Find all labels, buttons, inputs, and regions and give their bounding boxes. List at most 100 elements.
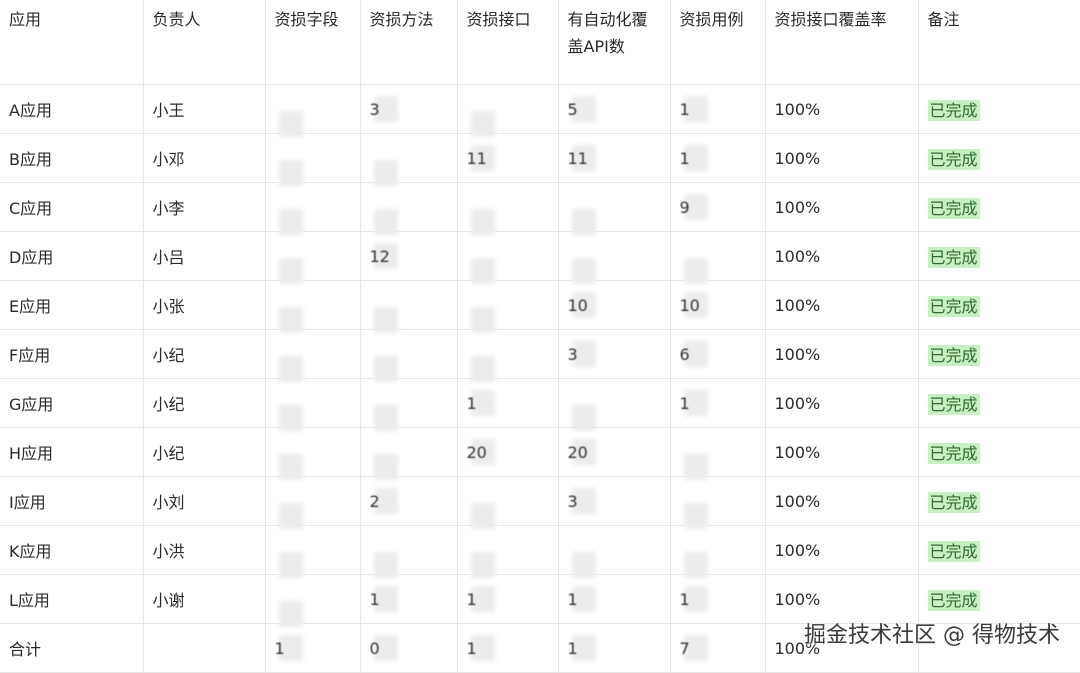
cell-api[interactable]: [558, 182, 671, 235]
cell-rate[interactable]: 100%: [765, 378, 919, 428]
cell-rate[interactable]: 100%: [765, 231, 919, 281]
cell-note[interactable]: 已完成: [918, 84, 1080, 134]
cell-cases[interactable]: 9: [670, 182, 766, 232]
cell-owner[interactable]: 小邓: [143, 133, 266, 183]
cell-method[interactable]: 12: [360, 231, 458, 281]
cell-rate[interactable]: 100%: [765, 133, 919, 183]
cell-method[interactable]: [360, 378, 458, 431]
cell-field[interactable]: [265, 84, 361, 137]
column-header[interactable]: 资损接口: [457, 0, 559, 85]
cell-rate[interactable]: 100%: [765, 84, 919, 134]
cell-owner[interactable]: 小李: [143, 182, 266, 232]
cell-iface[interactable]: 20: [457, 427, 559, 477]
cell-iface[interactable]: 1: [457, 378, 559, 428]
cell-app[interactable]: 合计: [0, 623, 144, 673]
cell-owner[interactable]: 小谢: [143, 574, 266, 624]
cell-note[interactable]: 已完成: [918, 476, 1080, 526]
cell-field[interactable]: [265, 280, 361, 333]
cell-rate[interactable]: 100%: [765, 525, 919, 575]
cell-method[interactable]: [360, 329, 458, 382]
cell-field[interactable]: [265, 476, 361, 529]
cell-field[interactable]: [265, 329, 361, 382]
cell-field[interactable]: [265, 525, 361, 578]
cell-method[interactable]: 1: [360, 574, 458, 624]
cell-api[interactable]: 20: [558, 427, 671, 477]
cell-app[interactable]: G应用: [0, 378, 144, 428]
cell-rate[interactable]: 100%: [765, 182, 919, 232]
cell-iface[interactable]: 1: [457, 623, 559, 673]
cell-rate[interactable]: 100%: [765, 427, 919, 477]
cell-cases[interactable]: 1: [670, 84, 766, 134]
cell-owner[interactable]: 小刘: [143, 476, 266, 526]
cell-api[interactable]: 1: [558, 574, 671, 624]
cell-owner[interactable]: 小张: [143, 280, 266, 330]
cell-iface[interactable]: [457, 84, 559, 137]
cell-owner[interactable]: 小纪: [143, 378, 266, 428]
cell-iface[interactable]: [457, 329, 559, 382]
cell-app[interactable]: C应用: [0, 182, 144, 232]
cell-rate[interactable]: 100%: [765, 476, 919, 526]
column-header[interactable]: 应用: [0, 0, 144, 85]
cell-field[interactable]: [265, 427, 361, 480]
cell-note[interactable]: 已完成: [918, 378, 1080, 428]
cell-app[interactable]: L应用: [0, 574, 144, 624]
cell-note[interactable]: 已完成: [918, 133, 1080, 183]
cell-owner[interactable]: 小王: [143, 84, 266, 134]
cell-method[interactable]: [360, 133, 458, 186]
cell-cases[interactable]: 6: [670, 329, 766, 379]
cell-note[interactable]: 已完成: [918, 182, 1080, 232]
cell-note[interactable]: 已完成: [918, 427, 1080, 477]
cell-cases[interactable]: 7: [670, 623, 766, 673]
cell-cases[interactable]: 1: [670, 574, 766, 624]
cell-iface[interactable]: [457, 231, 559, 284]
cell-app[interactable]: B应用: [0, 133, 144, 183]
cell-owner[interactable]: 小纪: [143, 329, 266, 379]
cell-cases[interactable]: [670, 231, 766, 284]
cell-cases[interactable]: [670, 427, 766, 480]
cell-api[interactable]: 5: [558, 84, 671, 134]
cell-method[interactable]: [360, 427, 458, 480]
cell-note[interactable]: 已完成: [918, 574, 1080, 624]
cell-app[interactable]: K应用: [0, 525, 144, 575]
cell-method[interactable]: [360, 525, 458, 578]
cell-owner[interactable]: 小吕: [143, 231, 266, 281]
cell-field[interactable]: 1: [265, 623, 361, 673]
column-header[interactable]: 资损接口覆盖率: [765, 0, 919, 85]
cell-note[interactable]: 已完成: [918, 329, 1080, 379]
cell-field[interactable]: [265, 133, 361, 186]
cell-app[interactable]: A应用: [0, 84, 144, 134]
cell-note[interactable]: 已完成: [918, 525, 1080, 575]
cell-iface[interactable]: 1: [457, 574, 559, 624]
cell-iface[interactable]: [457, 525, 559, 578]
cell-iface[interactable]: [457, 182, 559, 235]
cell-app[interactable]: I应用: [0, 476, 144, 526]
cell-cases[interactable]: 1: [670, 378, 766, 428]
cell-method[interactable]: 3: [360, 84, 458, 134]
column-header[interactable]: 负责人: [143, 0, 266, 85]
cell-api[interactable]: 3: [558, 476, 671, 526]
cell-app[interactable]: H应用: [0, 427, 144, 477]
cell-iface[interactable]: [457, 476, 559, 529]
column-header[interactable]: 备注: [918, 0, 1080, 85]
cell-rate[interactable]: 100%: [765, 280, 919, 330]
cell-api[interactable]: [558, 231, 671, 284]
cell-field[interactable]: [265, 574, 361, 627]
cell-note[interactable]: 已完成: [918, 231, 1080, 281]
cell-owner[interactable]: 小洪: [143, 525, 266, 575]
cell-field[interactable]: [265, 231, 361, 284]
cell-owner[interactable]: [143, 623, 266, 673]
column-header[interactable]: 资损字段: [265, 0, 361, 85]
cell-method[interactable]: [360, 280, 458, 333]
cell-method[interactable]: 0: [360, 623, 458, 673]
cell-app[interactable]: F应用: [0, 329, 144, 379]
cell-method[interactable]: 2: [360, 476, 458, 526]
column-header[interactable]: 资损方法: [360, 0, 458, 85]
cell-cases[interactable]: 1: [670, 133, 766, 183]
cell-method[interactable]: [360, 182, 458, 235]
cell-app[interactable]: D应用: [0, 231, 144, 281]
cell-iface[interactable]: [457, 280, 559, 333]
cell-field[interactable]: [265, 182, 361, 235]
cell-owner[interactable]: 小纪: [143, 427, 266, 477]
cell-api[interactable]: 1: [558, 623, 671, 673]
cell-field[interactable]: [265, 378, 361, 431]
